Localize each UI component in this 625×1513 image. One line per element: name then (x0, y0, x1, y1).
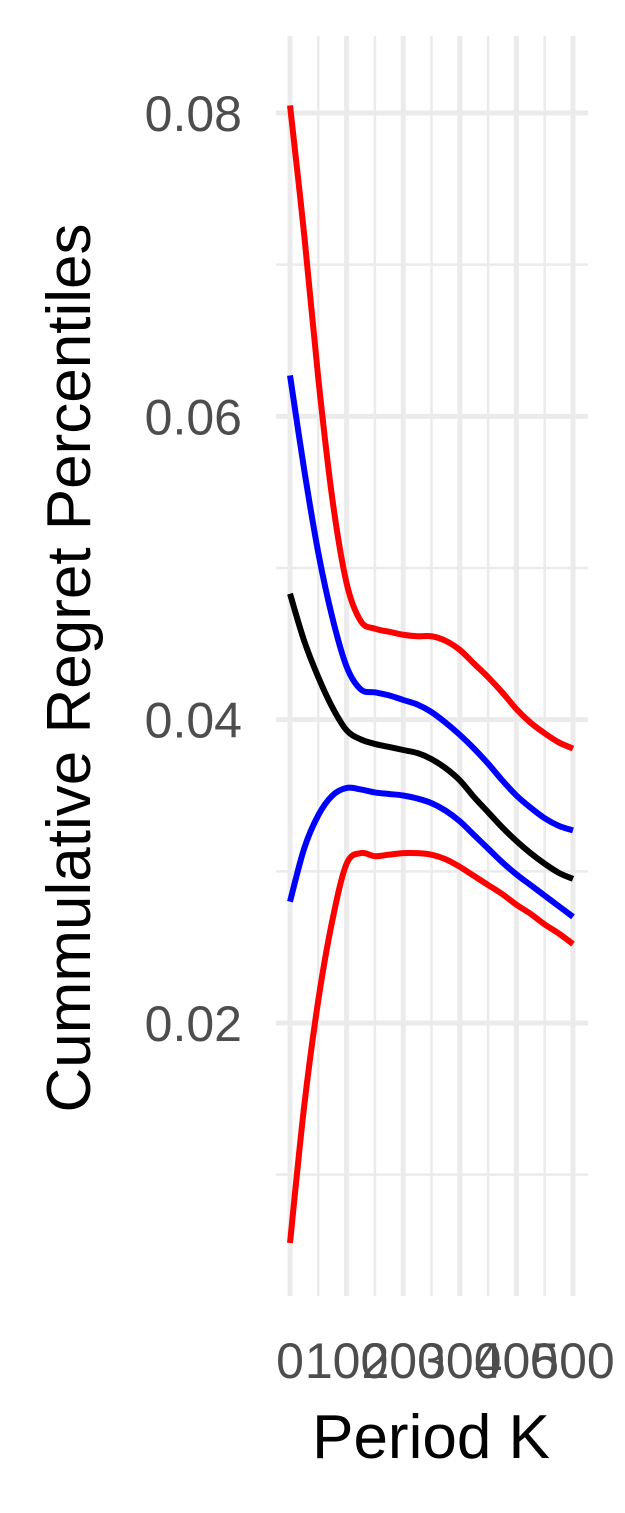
y-tick-label: 0.06 (145, 389, 242, 445)
y-tick-label: 0.04 (145, 693, 242, 749)
series-line-5 (287, 849, 575, 1244)
series-lines (287, 105, 575, 1244)
y-tick-label: 0.02 (145, 996, 242, 1052)
series-line-3 (287, 592, 575, 882)
x-tick-label: 200 (361, 1333, 444, 1389)
x-tick-label: 100 (305, 1333, 388, 1389)
x-tick-label: 0 (276, 1333, 304, 1389)
y-axis-title: Cummulative Regret Percentiles (35, 223, 104, 1112)
x-axis-title: Period K (312, 1403, 550, 1472)
x-tick-label: 400 (475, 1333, 558, 1389)
x-tick-label: 300 (418, 1333, 501, 1389)
y-tick-label: 0.08 (145, 86, 242, 142)
y-axis-tick-labels: 0.02 0.04 0.06 0.08 (145, 86, 242, 1052)
series-line-1 (287, 105, 575, 752)
series-line-2 (287, 374, 574, 834)
x-tick-label: 500 (531, 1333, 614, 1389)
minor-gridlines (276, 36, 588, 1296)
series-line-4 (287, 784, 575, 920)
